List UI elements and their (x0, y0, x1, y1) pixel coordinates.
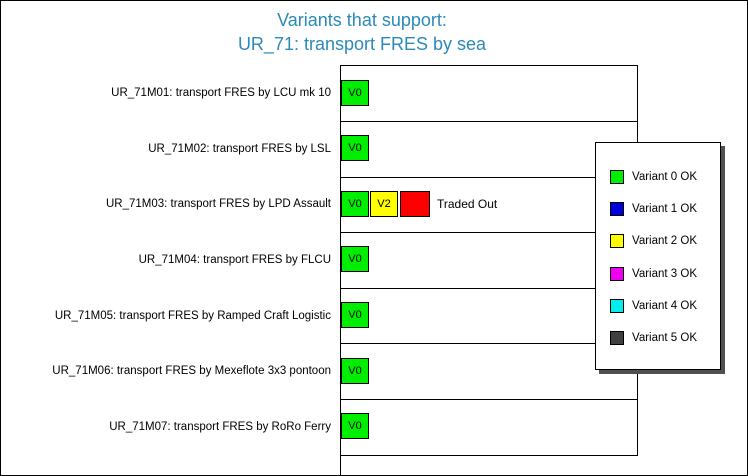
variant-4-swatch (610, 299, 624, 313)
variant-0-cell: V0 (341, 80, 369, 106)
grid-line (340, 121, 637, 122)
legend-label: Variant 4 OK (632, 300, 697, 312)
diagram-title-line-1: Variants that support: (277, 10, 447, 30)
variant-0-swatch (610, 170, 624, 184)
legend-label: Variant 3 OK (632, 268, 697, 280)
variant-1-swatch (610, 202, 624, 216)
grid-line-top (340, 65, 637, 66)
variant-5-swatch (610, 331, 624, 345)
legend-label: Variant 1 OK (632, 203, 697, 215)
legend: Variant 0 OK Variant 1 OK Variant 2 OK V… (595, 142, 721, 370)
grid-line (340, 399, 637, 400)
row-label-ur-71m06: UR_71M06: transport FRES by Mexeflote 3x… (52, 365, 331, 377)
row-label-ur-71m02: UR_71M02: transport FRES by LSL (148, 143, 331, 155)
row-label-ur-71m07: UR_71M07: transport FRES by RoRo Ferry (109, 421, 331, 433)
variant-0-cell: V0 (341, 246, 369, 272)
grid-axis-left (340, 65, 341, 475)
legend-label: Variant 0 OK (632, 171, 697, 183)
variant-0-cell: V0 (341, 358, 369, 384)
grid-line-bottom (340, 455, 637, 456)
variant-0-cell: V0 (341, 302, 369, 328)
variant-0-cell: V0 (341, 413, 369, 439)
row-label-ur-71m01: UR_71M01: transport FRES by LCU mk 10 (111, 87, 331, 99)
row-label-ur-71m04: UR_71M04: transport FRES by FLCU (138, 254, 331, 266)
diagram-title-line-2: UR_71: transport FRES by sea (237, 34, 487, 54)
grid-line (340, 343, 637, 344)
variant-2-swatch (610, 234, 624, 248)
grid-line (340, 177, 637, 178)
traded-out-cell (400, 191, 430, 217)
variant-3-swatch (610, 267, 624, 281)
grid-line (340, 232, 637, 233)
grid-line (340, 288, 637, 289)
legend-label: Variant 2 OK (632, 235, 697, 247)
traded-out-label: Traded Out (437, 197, 498, 211)
row-label-ur-71m05: UR_71M05: transport FRES by Ramped Craft… (54, 310, 331, 322)
variant-0-cell: V0 (341, 191, 369, 217)
legend-label: Variant 5 OK (632, 332, 697, 344)
variant-2-cell: V2 (370, 191, 398, 217)
row-label-ur-71m03: UR_71M03: transport FRES by LPD Assault (106, 198, 331, 210)
variant-0-cell: V0 (341, 135, 369, 161)
